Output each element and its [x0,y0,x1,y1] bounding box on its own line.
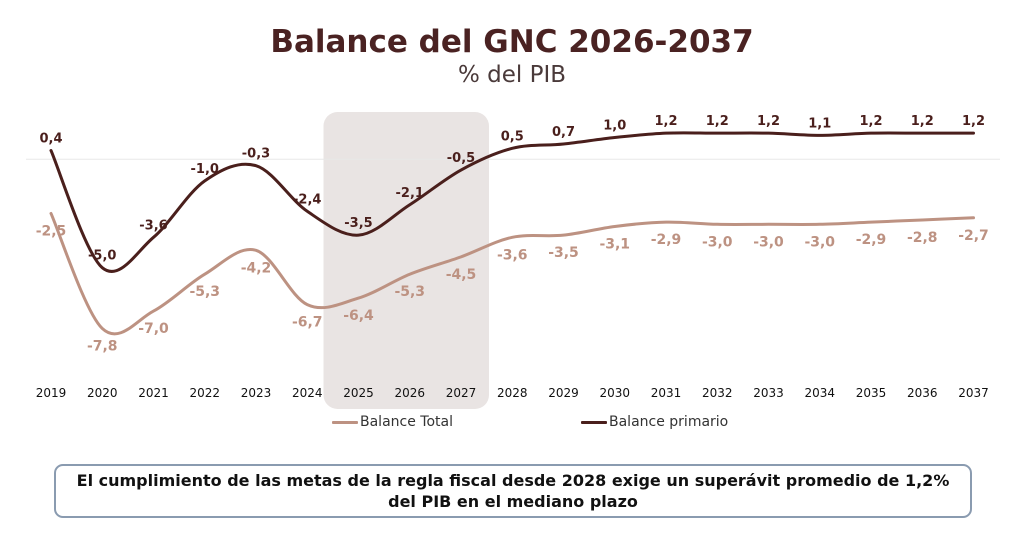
data-label-primario-2030: 1,0 [603,119,626,134]
x-tick-2034: 2034 [804,386,835,400]
data-label-primario-2023: -0,3 [242,147,270,162]
x-tick-2021: 2021 [138,386,169,400]
x-tick-2023: 2023 [241,386,272,400]
data-label-total-2034: -3,0 [804,234,835,250]
x-tick-2032: 2032 [702,386,733,400]
data-label-total-2031: -2,9 [651,232,682,248]
data-label-total-2024: -6,7 [292,315,323,331]
data-label-total-2029: -3,5 [548,245,579,261]
legend-label-total: Balance Total [360,414,453,430]
x-tick-2025: 2025 [343,386,374,400]
chart-subtitle: % del PIB [457,62,567,88]
legend-item-balance-total: Balance Total [332,414,453,430]
data-label-primario-2024: -2,4 [293,192,321,207]
x-tick-2019: 2019 [36,386,67,400]
legend-label-primario: Balance primario [609,414,729,430]
x-tick-2026: 2026 [394,386,425,400]
x-tick-2020: 2020 [87,386,118,400]
data-label-total-2026: -5,3 [394,284,425,300]
data-label-total-2037: -2,7 [958,228,989,244]
conclusion-note-text: El cumplimiento de las metas de la regla… [76,471,950,511]
data-label-total-2030: -3,1 [599,236,630,252]
data-label-total-2020: -7,8 [87,338,118,354]
x-tick-2037: 2037 [958,386,989,400]
data-label-total-2027: -4,5 [446,267,477,283]
data-label-total-2036: -2,8 [907,230,938,246]
data-label-total-2019: -2,5 [36,223,67,239]
data-label-total-2035: -2,9 [856,232,887,248]
data-label-total-2025: -6,4 [343,308,374,324]
data-label-total-2032: -3,0 [702,234,733,250]
data-label-primario-2036: 1,2 [911,114,934,129]
conclusion-note-box: El cumplimiento de las metas de la regla… [54,464,972,518]
x-tick-2022: 2022 [189,386,220,400]
data-label-primario-2021: -3,6 [139,218,167,233]
x-tick-2030: 2030 [599,386,630,400]
data-label-primario-2035: 1,2 [859,114,882,129]
data-label-primario-2037: 1,2 [962,114,985,129]
data-label-primario-2032: 1,2 [706,114,729,129]
chart-legend: Balance Total Balance primario [0,414,1024,434]
legend-swatch-total [332,420,358,424]
data-label-primario-2034: 1,1 [808,116,831,131]
data-label-primario-2029: 0,7 [552,125,575,140]
data-label-total-2023: -4,2 [241,260,272,276]
shaded-period [323,112,489,409]
x-tick-2033: 2033 [753,386,784,400]
series-line-balance-primario [49,131,975,273]
x-tick-2029: 2029 [548,386,579,400]
data-label-primario-2033: 1,2 [757,114,780,129]
x-tick-2028: 2028 [497,386,528,400]
series-line-balance-total [49,211,975,336]
data-label-primario-2028: 0,5 [501,129,524,144]
data-label-primario-2025: -3,5 [344,216,372,231]
x-tick-2031: 2031 [651,386,682,400]
x-tick-2024: 2024 [292,386,323,400]
x-tick-2035: 2035 [856,386,887,400]
data-label-primario-2020: -5,0 [88,249,116,264]
data-label-total-2028: -3,6 [497,247,528,263]
data-label-primario-2022: -1,0 [191,162,219,177]
data-label-primario-2031: 1,2 [654,114,677,129]
data-label-total-2022: -5,3 [189,284,220,300]
legend-swatch-primario [581,420,607,424]
data-label-primario-2019: 0,4 [39,132,62,147]
x-tick-2036: 2036 [907,386,938,400]
legend-item-balance-primario: Balance primario [581,414,728,430]
chart-title: Balance del GNC 2026-2037 [270,24,754,60]
data-label-primario-2027: -0,5 [447,151,475,166]
data-label-primario-2026: -2,1 [396,186,424,201]
x-tick-2027: 2027 [446,386,477,400]
data-label-total-2021: -7,0 [138,321,169,337]
data-label-total-2033: -3,0 [753,234,784,250]
